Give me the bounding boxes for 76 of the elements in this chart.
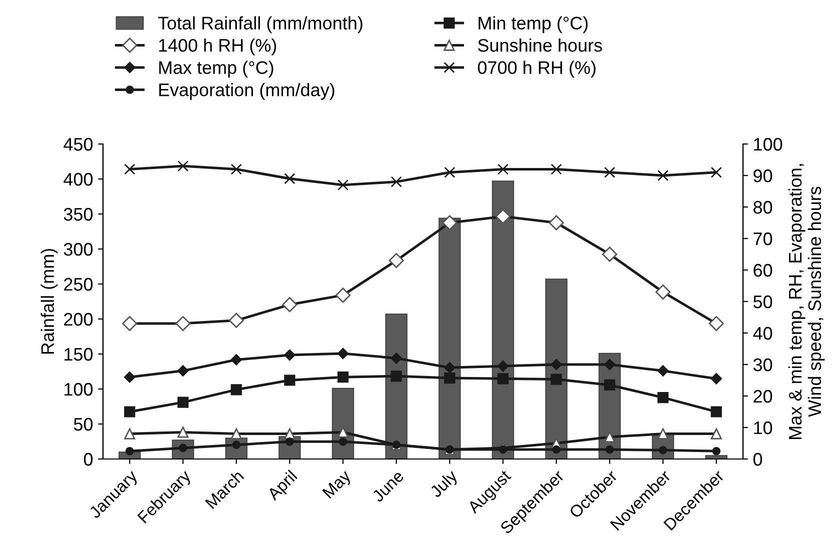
y-tick-label: 150 [64, 348, 93, 361]
point [390, 352, 402, 364]
y-tick-label: 450 [64, 138, 93, 151]
point [230, 164, 242, 175]
point [337, 179, 349, 191]
point [710, 406, 722, 418]
point [284, 349, 296, 361]
legend-label: Sunshine hours [478, 38, 602, 52]
point [284, 374, 296, 386]
point [284, 173, 296, 184]
y2-tick-label: 10 [754, 421, 772, 434]
point [126, 446, 134, 456]
y2-tick-label: 60 [754, 264, 772, 277]
point [604, 166, 616, 178]
legend-label: Evaporation (mm/day) [159, 82, 334, 100]
point [177, 365, 189, 376]
y-tick-label: 200 [64, 312, 93, 326]
point [550, 374, 562, 385]
point [550, 164, 562, 175]
y2-tick-label: 0 [753, 452, 762, 466]
y2-tick-label: 20 [754, 390, 772, 403]
y-tick-label: 400 [64, 172, 93, 186]
point [497, 360, 509, 372]
point [338, 438, 348, 446]
y2-tick-label: 30 [753, 358, 772, 372]
point [444, 372, 456, 384]
point [390, 370, 402, 382]
y-tick-label: 300 [64, 242, 93, 256]
point [390, 176, 402, 188]
point [497, 373, 509, 384]
legend-label: Max temp (°C) [159, 60, 274, 78]
point [444, 166, 456, 178]
y2-axis-title: Max & min temp, RH, Evaporation, Wind speed, Sunshine hours [788, 164, 825, 439]
point [710, 166, 722, 178]
x-tick-label: July [428, 468, 461, 500]
legend-label: 0700 h RH (%) [478, 60, 596, 78]
point [710, 373, 722, 384]
point [606, 445, 614, 454]
point [337, 372, 349, 383]
point [124, 406, 136, 418]
y2-tick-label: 50 [753, 295, 772, 308]
point [550, 358, 562, 370]
point [177, 160, 189, 172]
x-tick-label: May [322, 469, 354, 502]
point [604, 379, 616, 391]
point [604, 358, 616, 370]
point [230, 384, 242, 396]
point [657, 365, 669, 376]
bar [492, 180, 514, 459]
legend-label: Total Rainfall (mm/month) [158, 16, 362, 34]
y2-tick-label: 100 [754, 138, 782, 151]
y2-tick-label: 70 [754, 232, 772, 246]
y-tick-label: 50 [74, 418, 93, 431]
point [230, 354, 242, 366]
point [286, 438, 294, 446]
y-tick-label: 100 [64, 382, 93, 396]
y2-tick-label: 90 [754, 169, 772, 182]
point [444, 362, 456, 374]
legend-label: 1400 h RH (%) [159, 38, 276, 56]
point [657, 170, 669, 182]
point [124, 371, 136, 383]
point [177, 396, 189, 408]
y-tick-label: 250 [64, 278, 93, 291]
point [657, 392, 669, 404]
point [552, 445, 560, 454]
y-axis-title: Rainfall (mm) [40, 248, 58, 354]
point [497, 164, 509, 175]
point [712, 446, 720, 456]
point [498, 445, 508, 454]
y-tick-label: 350 [64, 208, 93, 221]
y2-tick-label: 40 [753, 326, 772, 340]
legend-label: Min temp (°C) [478, 16, 588, 34]
y2-tick-label: 80 [754, 200, 772, 214]
y-tick-label: 0 [84, 452, 93, 466]
point [337, 348, 349, 360]
point [124, 164, 136, 175]
